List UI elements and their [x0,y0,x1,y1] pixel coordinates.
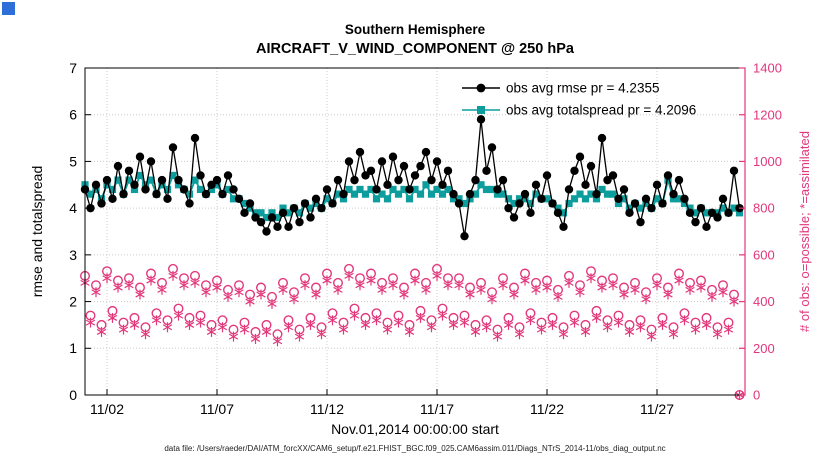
axis-labels: rmse and totalspread # of obs: o=possible… [29,131,812,437]
svg-text:11/12: 11/12 [310,401,344,417]
svg-text:7: 7 [69,60,77,76]
chart-subtitle: AIRCRAFT_V_WIND_COMPONENT @ 250 hPa [256,41,574,57]
svg-text:Nov.01,2014 00:00:00 start: Nov.01,2014 00:00:00 start [331,421,499,437]
svg-text:6: 6 [69,107,77,123]
svg-text:rmse and totalspread: rmse and totalspread [29,166,45,298]
series-rmse [80,115,744,241]
svg-text:1200: 1200 [753,107,782,122]
svg-text:4: 4 [69,200,77,216]
legend: obs avg rmse pr = 4.2355 obs avg totalspr… [462,81,696,118]
svg-text:11/17: 11/17 [420,401,454,417]
svg-text:1400: 1400 [753,61,782,76]
svg-text:0: 0 [753,388,760,403]
svg-text:1: 1 [69,340,77,356]
axes: 0 1 2 3 4 5 6 7 0 200 400 600 800 1000 1200 1400 11/02 11… [69,60,782,417]
series-possible [79,263,745,401]
svg-text:11/02: 11/02 [90,401,124,417]
svg-text:5: 5 [69,153,77,169]
svg-text:2: 2 [69,293,77,309]
svg-text:3: 3 [69,247,77,263]
data-file-caption: data file: /Users/raeder/DAI/ATM_forcXX/… [164,444,666,453]
svg-text:obs avg totalspread pr = 4.209: obs avg totalspread pr = 4.2096 [506,103,696,118]
svg-text:11/27: 11/27 [640,401,674,417]
svg-text:800: 800 [753,201,775,216]
svg-text:400: 400 [753,294,775,309]
svg-text:11/07: 11/07 [200,401,234,417]
chart-title: Southern Hemisphere [344,22,486,37]
svg-text:11/22: 11/22 [530,401,564,417]
svg-text:obs avg rmse pr = 4.2355: obs avg rmse pr = 4.2355 [506,81,659,96]
svg-text:1000: 1000 [753,154,782,169]
app-icon [2,2,15,15]
svg-text:0: 0 [69,387,77,403]
svg-text:# of obs: o=possible; *=assimi: # of obs: o=possible; *=assimilated [797,131,812,332]
series-assimilated [80,270,745,400]
svg-text:600: 600 [753,247,775,262]
svg-text:200: 200 [753,341,775,356]
